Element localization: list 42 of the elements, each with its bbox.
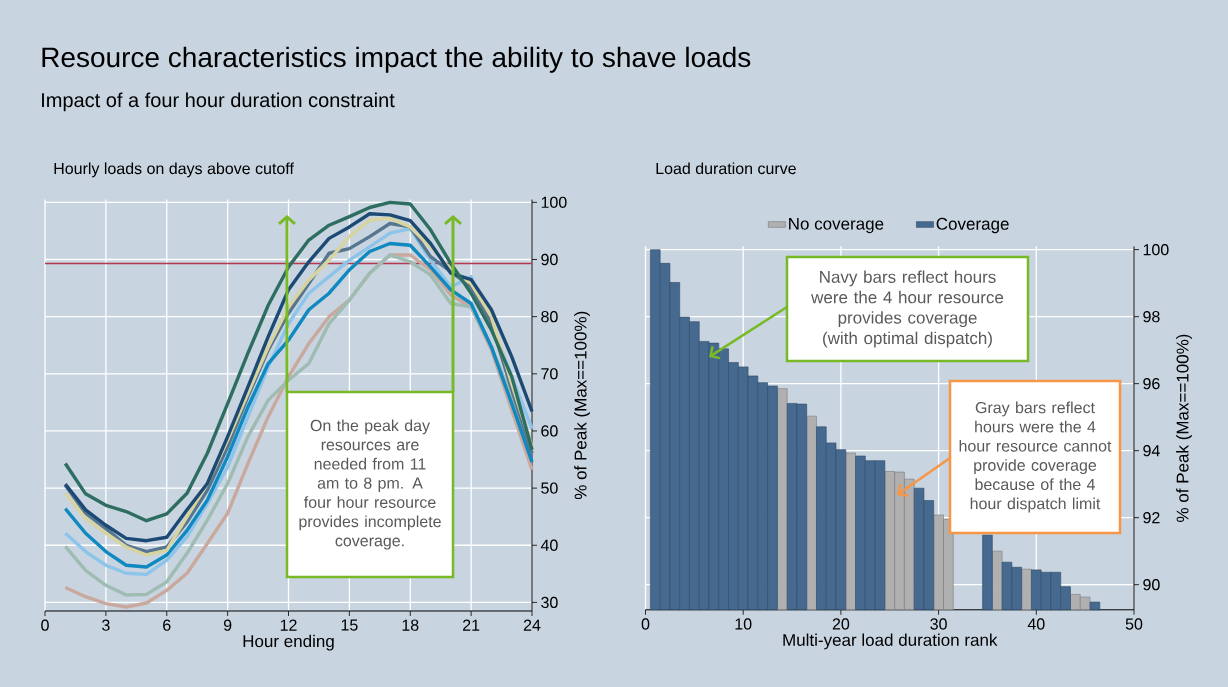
x-tick-label: 9 bbox=[223, 619, 232, 631]
y-axis-title: % of Peak (Max==100%) bbox=[574, 311, 590, 500]
y-tick-label: 70 bbox=[541, 368, 558, 380]
y-tick-label: 96 bbox=[1143, 377, 1160, 390]
y-tick-label: 100 bbox=[541, 196, 567, 209]
x-tick-label: 50 bbox=[1125, 618, 1143, 630]
y-tick-label: 90 bbox=[541, 253, 558, 266]
legend-label: Coverage bbox=[936, 217, 1009, 234]
y-tick-label: 50 bbox=[541, 482, 558, 494]
chart-title: Resource characteristics impact the ability to shave loads bbox=[42, 46, 751, 73]
x-tick-label: 40 bbox=[1027, 618, 1045, 630]
y-tick-label: 30 bbox=[541, 596, 558, 609]
y-tick-label: 60 bbox=[541, 425, 558, 437]
chart-subtitle: Impact of a four hour duration constraint bbox=[42, 92, 395, 112]
legend-label: No coverage bbox=[789, 217, 884, 234]
y-tick-label: 92 bbox=[1143, 512, 1160, 524]
x-tick-label: 12 bbox=[280, 619, 297, 631]
x-tick-label: 3 bbox=[102, 619, 110, 631]
annotation: Gray bars reflect hours were the 4 hour resource cannot provide coverage because of the 4 hour dispatch limit bbox=[959, 401, 1112, 513]
y-tick-label: 94 bbox=[1143, 444, 1160, 457]
y-tick-label: 40 bbox=[540, 539, 558, 551]
x-tick-label: 21 bbox=[463, 619, 480, 631]
x-tick-label: 30 bbox=[930, 618, 947, 630]
annotation: On the peak day resources are needed from 11 am to 8 pm. A four hour resource provides incomplete coverage. bbox=[299, 419, 441, 550]
y-axis-title: % of Peak (Max==100%) bbox=[1176, 334, 1192, 522]
x-tick-label: 0 bbox=[41, 619, 49, 631]
y-tick-label: 90 bbox=[1143, 579, 1160, 591]
x-tick-label: 20 bbox=[832, 618, 850, 630]
chart-title: Load duration curve bbox=[656, 162, 796, 175]
y-tick-label: 98 bbox=[1143, 310, 1160, 323]
x-tick-label: 18 bbox=[402, 619, 419, 631]
x-tick-label: 0 bbox=[641, 618, 650, 630]
x-tick-label: 24 bbox=[523, 619, 541, 631]
x-axis-title: Multi-year load duration rank bbox=[783, 633, 998, 650]
annotation: Navy bars reflect hours were the 4 hour resource provides coverage (with optimal dispatch) bbox=[811, 270, 1004, 348]
x-tick-label: 15 bbox=[341, 619, 358, 631]
text: Hourly loads on days above cutoff bbox=[54, 162, 294, 178]
y-tick-label: 80 bbox=[541, 311, 558, 323]
x-tick-label: 6 bbox=[163, 619, 171, 631]
x-axis-title: Hour ending bbox=[243, 634, 334, 651]
x-tick-label: 10 bbox=[735, 618, 752, 630]
y-tick-label: 100 bbox=[1143, 243, 1169, 256]
